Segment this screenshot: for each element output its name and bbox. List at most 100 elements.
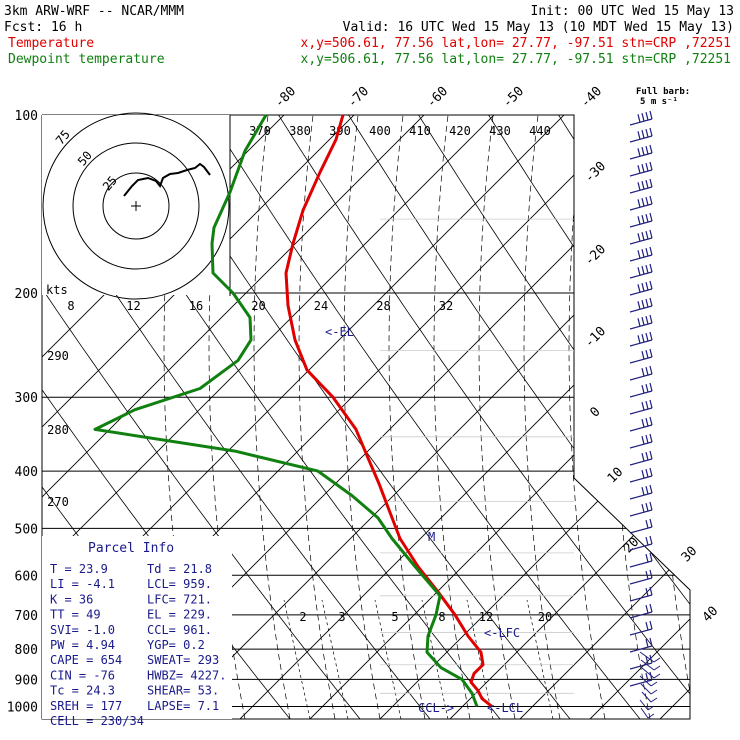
isotherm-line: [449, 115, 690, 719]
isotherm-label: -10: [582, 324, 609, 351]
wind-barb-feather: [645, 213, 649, 223]
wind-barb-feather: [647, 705, 655, 711]
hodograph-speed-label: 28: [376, 299, 390, 313]
wind-barb-feather: [641, 368, 645, 377]
wind-barb-feather: [649, 314, 653, 324]
wind-barb-feather: [649, 178, 653, 188]
wind-barb-feather: [645, 264, 649, 274]
moist-adiabat-line: [433, 115, 471, 719]
wind-barb-staff: [629, 237, 653, 245]
pressure-tick-label: 500: [15, 522, 38, 537]
wind-barb-feather: [645, 230, 649, 240]
hodograph-units-label: kts: [46, 283, 68, 297]
mixing-ratio-line: [374, 599, 402, 719]
hodograph-speed-label: 24: [314, 299, 328, 313]
isotherm-line: [659, 115, 690, 719]
wind-barb-feather: [645, 451, 649, 461]
mixing-ratio-line: [466, 599, 494, 719]
wind-barb-feather: [645, 162, 649, 172]
isotherm-label: -30: [582, 159, 609, 186]
parcel-info-row-right: EL = 229.: [147, 608, 212, 622]
wind-barb-feather: [649, 331, 653, 341]
isotherm-line: [42, 115, 491, 719]
wind-barb: [629, 399, 653, 415]
wind-barb: [640, 659, 661, 671]
wind-barb-feather: [645, 570, 649, 580]
moist-adiabat-line: [568, 115, 606, 719]
lcl-annotation: <-LCL: [487, 701, 523, 715]
hodograph-trace: [123, 162, 211, 197]
wind-barb: [629, 229, 653, 245]
wind-barb-staff: [629, 152, 653, 160]
wind-barb: [629, 365, 653, 381]
wind-barb: [629, 280, 653, 296]
theta-label: 440: [529, 124, 551, 138]
parcel-info-row-right: CCL= 961.: [147, 623, 212, 637]
wind-barb: [629, 654, 653, 670]
dry-adiabat-line: [0, 69, 10, 719]
wind-barb-staff: [629, 577, 653, 585]
wind-barb-feather: [637, 250, 641, 259]
wind-barb-feather: [645, 536, 649, 546]
wind-barb-staff: [629, 492, 653, 500]
pressure-tick-label: 1000: [7, 700, 38, 715]
wind-barb-feather: [645, 587, 649, 597]
wind-barb-feather: [649, 654, 653, 664]
wind-barb: [629, 637, 653, 653]
wind-barb: [639, 699, 655, 711]
wind-barb-feather: [649, 246, 653, 256]
wind-barb-feather: [641, 402, 645, 411]
wind-barb-feather: [647, 713, 655, 719]
wind-barb: [629, 535, 653, 551]
isotherm-label: 40: [700, 604, 722, 626]
wind-barb-feather: [645, 315, 649, 325]
wind-barb: [629, 416, 653, 432]
wind-barb-staff: [629, 322, 653, 330]
isotherm-line: [730, 0, 740, 719]
hodograph-speed-label: 20: [251, 299, 265, 313]
wind-barb-feather: [641, 283, 645, 292]
wind-barb: [629, 433, 653, 449]
wind-barb-feather: [637, 131, 641, 140]
wind-barb-feather: [645, 468, 649, 478]
wind-barb-staff: [629, 288, 653, 296]
wind-barb: [629, 110, 653, 126]
wind-barb: [629, 246, 653, 262]
wind-barb: [641, 691, 658, 703]
pressure-tick-label: 400: [15, 465, 38, 480]
parcel-info-row-left: CAPE = 654: [50, 653, 122, 667]
wind-barb: [629, 467, 653, 483]
wind-barb-staff: [640, 707, 649, 719]
wind-barb-feather: [649, 144, 653, 154]
wind-barb: [629, 127, 653, 143]
wind-barb-feather: [649, 552, 653, 562]
wind-barb: [629, 586, 653, 602]
parcel-info-row-right: SWEAT= 293: [147, 653, 219, 667]
mixing-ratio-line: [526, 599, 554, 719]
wind-barb-feather: [649, 501, 653, 511]
wind-barb: [640, 683, 658, 695]
wind-barb-staff: [639, 699, 649, 711]
moist-adiabat-line: [298, 115, 336, 719]
parcel-info-row-left: TT = 49: [50, 608, 101, 622]
theta-label: 410: [409, 124, 431, 138]
wind-barb-feather: [649, 586, 653, 596]
parcel-info-panel: Parcel Info T = 23.9 Td = 21.8 LI = -4.1 LC…: [42, 536, 232, 728]
wind-barb: [629, 569, 653, 585]
wind-barb: [629, 144, 653, 160]
wind-barb-staff: [629, 356, 653, 364]
theta-label: 380: [289, 124, 311, 138]
wind-barb-feather: [641, 215, 645, 224]
isotherm-label: -50: [500, 84, 527, 111]
wind-barb-feather: [645, 502, 649, 512]
wind-barbs: [629, 110, 661, 719]
wind-barb: [629, 195, 653, 211]
wind-barb-feather: [641, 249, 645, 258]
wind-barb-staff: [629, 118, 653, 126]
isotherm-label: 30: [679, 544, 701, 566]
dewpoint-legend: Dewpoint temperature: [8, 52, 165, 67]
parcel-info-row-right: LFC= 721.: [147, 592, 212, 606]
wind-barb: [629, 212, 653, 228]
wind-barb: [629, 552, 653, 568]
